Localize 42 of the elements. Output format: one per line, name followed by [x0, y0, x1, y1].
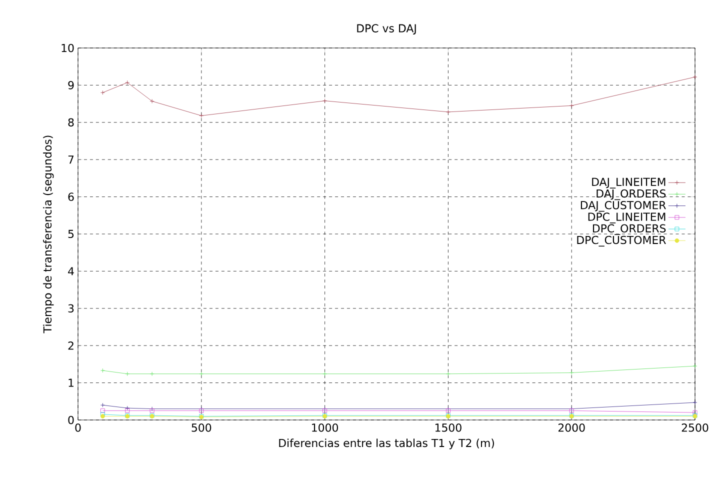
y-axis-title: Tiempo de transferencia (segundos) — [43, 136, 54, 334]
legend-label: DAJ_CUSTOMER — [580, 200, 666, 212]
point — [569, 370, 574, 375]
x-tick-label: 1000 — [312, 424, 338, 432]
y-tick-label: 6 — [68, 192, 74, 201]
point — [125, 80, 130, 85]
y-tick-label: 8 — [68, 118, 74, 127]
point — [150, 98, 154, 104]
point — [125, 406, 130, 410]
point — [100, 408, 105, 413]
point — [125, 372, 130, 376]
point — [125, 408, 130, 413]
legend-label: DAJ_ORDERS — [596, 189, 666, 200]
point — [446, 110, 450, 114]
point — [322, 372, 327, 376]
y-tick-label: 9 — [68, 81, 74, 90]
legend-label: DPC_LINEITEM — [588, 212, 666, 224]
y-tick-label: 1 — [68, 378, 74, 387]
point — [199, 114, 204, 118]
point — [150, 372, 154, 376]
point — [569, 103, 574, 108]
y-tick-label: 4 — [68, 267, 74, 276]
y-tick-label: 7 — [68, 156, 74, 164]
x-tick-label: 1500 — [435, 424, 462, 432]
y-tick-label: 5 — [68, 230, 74, 238]
legend-label: DPC_CUSTOMER — [577, 236, 666, 247]
y-tick-label: 3 — [68, 304, 74, 313]
y-tick-label: 2 — [68, 342, 74, 350]
legend-label: DPC_ORDERS — [592, 224, 666, 235]
point — [322, 98, 327, 103]
y-tick-label: 10 — [62, 44, 74, 52]
point — [199, 372, 204, 376]
chart-title: DPC vs DAJ — [357, 24, 416, 34]
x-tick-label: 500 — [192, 424, 212, 432]
x-tick-label: 0 — [75, 424, 81, 432]
point — [692, 410, 698, 415]
x-axis-title: Diferencias entre las tablas T1 y T2 (m) — [279, 438, 494, 450]
point — [446, 372, 450, 376]
x-tick-label: 2000 — [558, 424, 585, 432]
x-tick-label: 2500 — [682, 424, 708, 432]
legend-label: DAJ_LINEITEM — [592, 178, 666, 188]
y-tick-label: 0 — [68, 416, 74, 424]
